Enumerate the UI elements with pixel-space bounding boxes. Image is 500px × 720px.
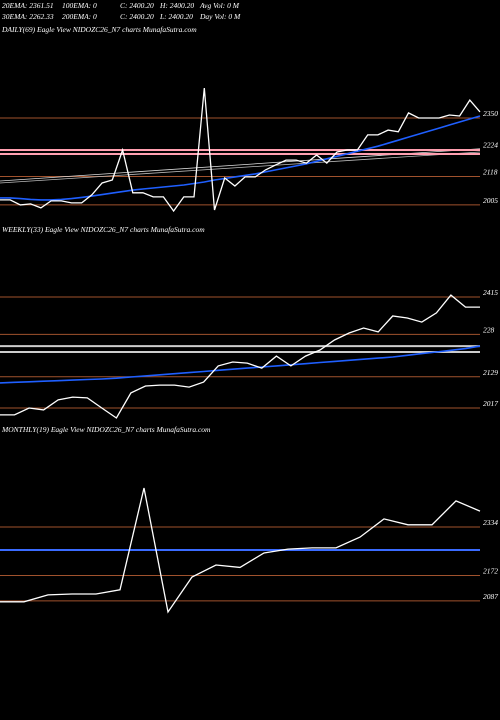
y-tick-label: 2172	[483, 566, 498, 575]
header-text: C: 2400.20	[120, 1, 154, 10]
price-line	[0, 87, 481, 213]
header-text: C: 2400.20	[120, 12, 154, 21]
header-text: Avg Vol: 0 M	[199, 1, 240, 10]
panel-title: MONTHLY(19) Eagle View NIDOZC26_N7 chart…	[1, 425, 211, 434]
header-text: H: 2400.20	[159, 1, 194, 10]
y-tick-label: 2118	[483, 167, 498, 176]
trend-line	[0, 151, 481, 184]
y-tick-label: 2129	[483, 368, 498, 377]
header-text: Day Vol: 0 M	[199, 12, 241, 21]
price-line	[0, 115, 481, 201]
y-tick-label: 2087	[483, 592, 498, 601]
header-text: 30EMA: 2262.33	[1, 12, 54, 21]
header-text: 200EMA: 0	[62, 12, 97, 21]
y-tick-label: 2415	[483, 288, 498, 297]
y-tick-label: 2005	[483, 196, 498, 205]
price-line	[0, 294, 480, 419]
y-tick-label: 2334	[483, 518, 498, 527]
y-tick-label: 2017	[483, 399, 498, 408]
header-text: L: 2400.20	[159, 12, 193, 21]
y-tick-label: 2224	[483, 141, 498, 150]
y-tick-label: 2350	[483, 109, 498, 118]
price-line	[0, 345, 481, 384]
price-line	[0, 487, 481, 614]
panel-title: DAILY(69) Eagle View NIDOZC26_N7 charts …	[1, 25, 197, 34]
header-text: 100EMA: 0	[62, 1, 97, 10]
header-text: 20EMA: 2361.51	[2, 1, 54, 10]
y-tick-label: 228	[483, 325, 495, 334]
panel-title: WEEKLY(33) Eagle View NIDOZC26_N7 charts…	[2, 225, 205, 234]
